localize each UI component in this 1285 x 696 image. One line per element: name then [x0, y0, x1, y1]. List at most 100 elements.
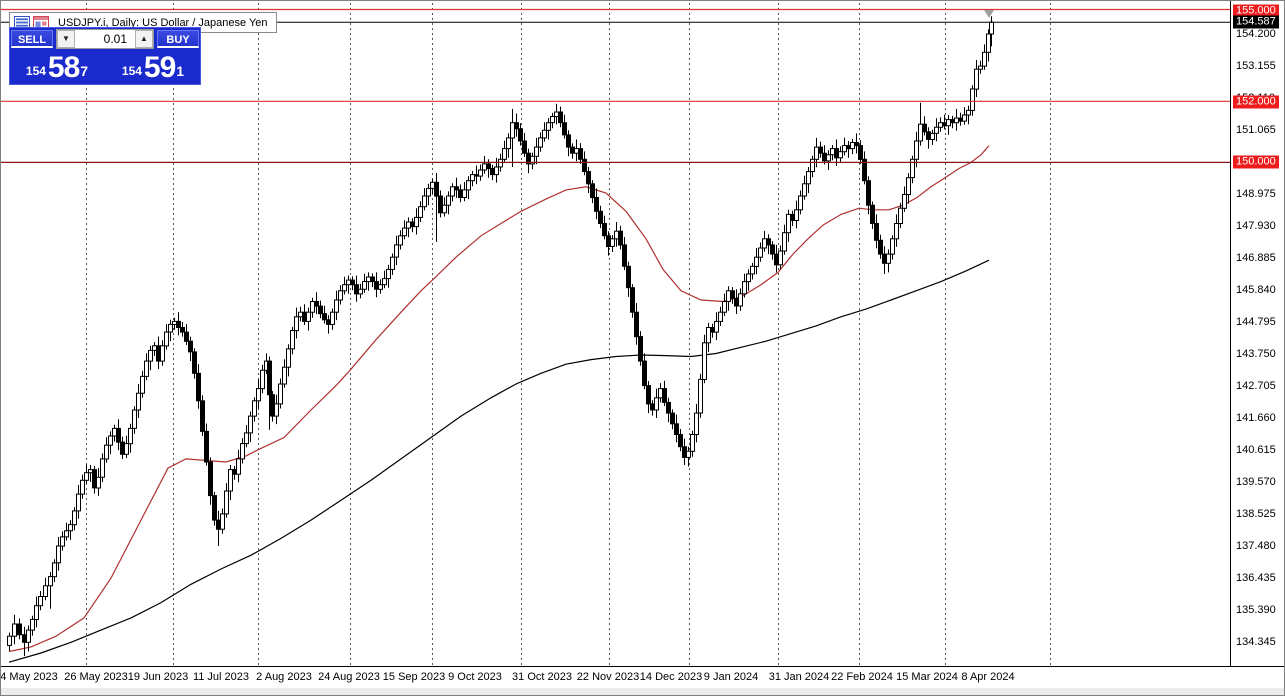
candle — [526, 148, 531, 174]
candle — [30, 615, 35, 636]
candle — [402, 220, 407, 240]
date-tick-label: 19 Jun 2023 — [127, 671, 189, 683]
candle — [378, 279, 383, 294]
ask-pip-digit: 1 — [176, 63, 185, 79]
candle — [862, 151, 867, 185]
candle — [870, 201, 875, 229]
candle — [906, 173, 911, 204]
candle — [530, 152, 535, 170]
price-tick-label: 145.840 — [1236, 284, 1276, 296]
candle — [314, 292, 319, 314]
bid-big-digits: 58 — [47, 51, 80, 84]
price-tick-label: 135.390 — [1236, 604, 1276, 616]
volume-increase-button[interactable]: ▲ — [135, 29, 153, 48]
volume-input[interactable]: 0.01 — [75, 29, 135, 48]
volume-decrease-button[interactable]: ▼ — [57, 29, 75, 48]
candle — [104, 437, 109, 463]
candle — [978, 60, 983, 74]
candle — [12, 614, 17, 645]
candle — [682, 438, 687, 465]
candle — [438, 190, 443, 218]
candle — [582, 151, 587, 176]
candle — [192, 348, 197, 379]
candle — [116, 419, 121, 451]
candle — [830, 145, 835, 161]
candle — [738, 288, 743, 311]
price-tick-label: 139.570 — [1236, 476, 1276, 488]
candle — [64, 522, 69, 541]
candle — [286, 344, 291, 377]
bid-prefix: 154 — [25, 64, 46, 78]
date-tick-label: 15 Mar 2024 — [896, 671, 958, 683]
trade-panel-quotes: 154 58 7 154 59 1 — [10, 49, 200, 84]
ask-price[interactable]: 154 59 1 — [106, 49, 200, 84]
candle — [330, 308, 335, 330]
candle — [626, 261, 631, 297]
candle — [878, 234, 883, 259]
candle — [406, 217, 411, 238]
candle — [140, 370, 145, 398]
ma-fast-red-line[interactable] — [8, 145, 990, 653]
candle — [898, 202, 903, 229]
candle — [670, 409, 675, 430]
date-tick-label: 24 Aug 2023 — [318, 671, 380, 683]
price-tick-label: 144.795 — [1236, 316, 1276, 328]
candle — [120, 436, 125, 459]
price-tick-label: 137.480 — [1236, 540, 1276, 552]
date-tick-label: 4 May 2023 — [0, 671, 58, 683]
candle — [208, 457, 213, 505]
bid-pip-digit: 7 — [80, 63, 89, 79]
ma-slow-black-line[interactable] — [8, 259, 990, 663]
candle — [34, 596, 39, 628]
ask-big-digits: 59 — [143, 51, 176, 84]
candle — [260, 364, 265, 394]
candle — [810, 155, 815, 178]
candle — [96, 468, 101, 496]
candle — [686, 446, 691, 467]
candle — [398, 230, 403, 250]
candle — [434, 173, 439, 242]
candle — [598, 205, 603, 229]
candle — [482, 156, 487, 174]
candle — [22, 626, 27, 657]
bid-price[interactable]: 154 58 7 — [10, 49, 104, 84]
sell-button[interactable]: SELL — [11, 29, 53, 48]
candle — [910, 155, 915, 184]
date-tick-label: 22 Nov 2023 — [576, 671, 640, 683]
candle — [946, 115, 951, 135]
candle — [866, 176, 871, 215]
quote-separator — [104, 49, 106, 84]
candle — [256, 379, 261, 409]
candle — [418, 201, 423, 222]
level-price-badge: 155.000 — [1233, 4, 1279, 18]
candle — [786, 209, 791, 242]
candle — [838, 146, 843, 163]
candle — [84, 464, 89, 484]
price-tick-label: 153.155 — [1236, 60, 1276, 72]
candle — [846, 141, 851, 158]
candle — [168, 319, 173, 342]
candle — [874, 214, 879, 249]
buy-button[interactable]: BUY — [157, 29, 199, 48]
candle — [76, 484, 81, 519]
candle — [902, 186, 907, 212]
candle — [886, 249, 891, 273]
level-price-badge: 150.000 — [1233, 155, 1279, 169]
time-scale[interactable]: 4 May 2023 26 May 2023 19 Jun 2023 11 Jul 2… — [0, 666, 1284, 688]
price-scale[interactable]: 154.200153.155152.110151.065148.975147.9… — [1231, 1, 1284, 666]
candle — [478, 164, 483, 181]
price-tick-label: 141.660 — [1236, 412, 1276, 424]
candle — [742, 273, 747, 298]
candle — [774, 244, 779, 273]
candle — [386, 264, 391, 288]
candle — [770, 241, 775, 260]
candle — [918, 102, 923, 146]
candle — [570, 143, 575, 159]
candle — [180, 322, 185, 337]
candle — [974, 60, 979, 97]
date-tick-label: 26 May 2023 — [64, 671, 128, 683]
candle — [502, 140, 507, 163]
candle — [354, 275, 359, 302]
date-tick-label: 2 Aug 2023 — [256, 671, 312, 683]
